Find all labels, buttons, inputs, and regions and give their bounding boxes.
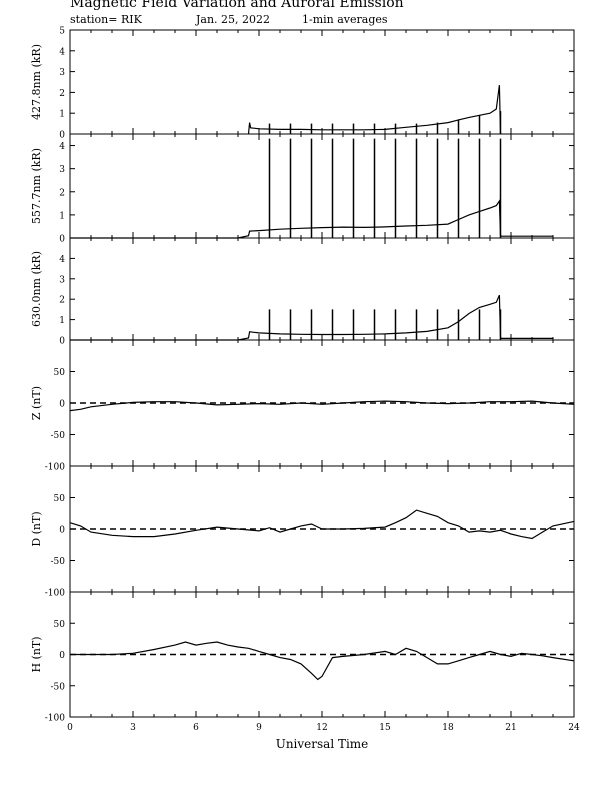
panel-3: -100 -50 0 50 Z (nT) [30, 339, 575, 473]
y-tick-label: -100 [45, 589, 65, 599]
panel-frame [69, 29, 575, 135]
series-line [70, 199, 553, 239]
panel-0: 0 1 2 3 4 5 427.8nm (kR) [30, 27, 575, 141]
y-axis-label: Z (nT) [30, 386, 43, 420]
y-tick-label: 50 [54, 494, 66, 504]
panel-frame [69, 133, 575, 239]
station-label: station= RIK [70, 13, 142, 26]
x-tick-label: 6 [193, 723, 199, 733]
y-tick-label: 0 [59, 235, 65, 245]
date-label: Jan. 25, 2022 [196, 13, 271, 26]
y-tick-label: 4 [59, 255, 65, 265]
x-tick-label: 9 [256, 723, 262, 733]
y-tick-label: 0 [59, 400, 65, 410]
y-axis-label: D (nT) [30, 511, 43, 546]
panel-frame [69, 237, 575, 341]
series-line [70, 294, 553, 341]
y-axis-label: 557.7nm (kR) [30, 148, 43, 224]
x-tick-label: 18 [442, 723, 454, 733]
y-tick-label: 1 [59, 110, 65, 120]
x-tick-label: 0 [67, 723, 73, 733]
averaging-label: 1-min averages [302, 13, 388, 26]
y-tick-label: -100 [45, 463, 65, 473]
y-tick-label: 3 [59, 275, 65, 285]
x-tick-label: 21 [505, 723, 516, 733]
y-axis-label: H (nT) [30, 636, 43, 672]
y-tick-label: 0 [59, 131, 65, 141]
y-axis-label: 427.8nm (kR) [30, 44, 43, 120]
x-tick-label: 15 [379, 723, 391, 733]
y-tick-label: 50 [54, 620, 66, 630]
chart-title: Magnetic Field Variation and Auroral Emi… [70, 0, 404, 11]
y-tick-label: 4 [59, 47, 65, 57]
series-line [69, 509, 575, 540]
x-tick-label: 24 [568, 723, 580, 733]
y-tick-label: 4 [59, 142, 65, 152]
y-axis-label: 630.0nm (kR) [30, 251, 43, 327]
x-tick-label: 3 [130, 723, 136, 733]
x-axis-label: Universal Time [276, 737, 369, 751]
y-tick-label: 2 [59, 296, 65, 306]
y-tick-label: 50 [54, 368, 66, 378]
y-tick-label: 3 [59, 165, 65, 175]
y-tick-label: 3 [59, 68, 65, 78]
y-tick-label: -50 [51, 682, 66, 692]
series-line [70, 641, 575, 681]
y-tick-label: -50 [51, 431, 66, 441]
panel-4: -100 -50 0 50 D (nT) [30, 465, 575, 599]
y-tick-label: -50 [51, 557, 66, 567]
panel-5: -100 -50 0 50 H (nT) 0 3 6 9 12 15 18 21 24 Universal … [30, 591, 580, 751]
y-tick-label: 1 [59, 316, 65, 326]
y-tick-label: 2 [59, 89, 65, 99]
y-tick-label: 1 [59, 211, 65, 221]
y-tick-label: 2 [59, 188, 65, 198]
x-tick-label: 12 [316, 723, 327, 733]
y-tick-label: -100 [45, 714, 65, 724]
series-line [69, 400, 575, 412]
panel-2: 0 1 2 3 4 630.0nm (kR) [30, 237, 575, 347]
y-tick-label: 5 [59, 27, 65, 37]
y-tick-label: 0 [59, 526, 65, 536]
y-tick-label: 0 [59, 337, 65, 347]
y-tick-label: 0 [59, 651, 65, 661]
panel-1: 0 1 2 3 4 557.7nm (kR) [30, 133, 575, 245]
